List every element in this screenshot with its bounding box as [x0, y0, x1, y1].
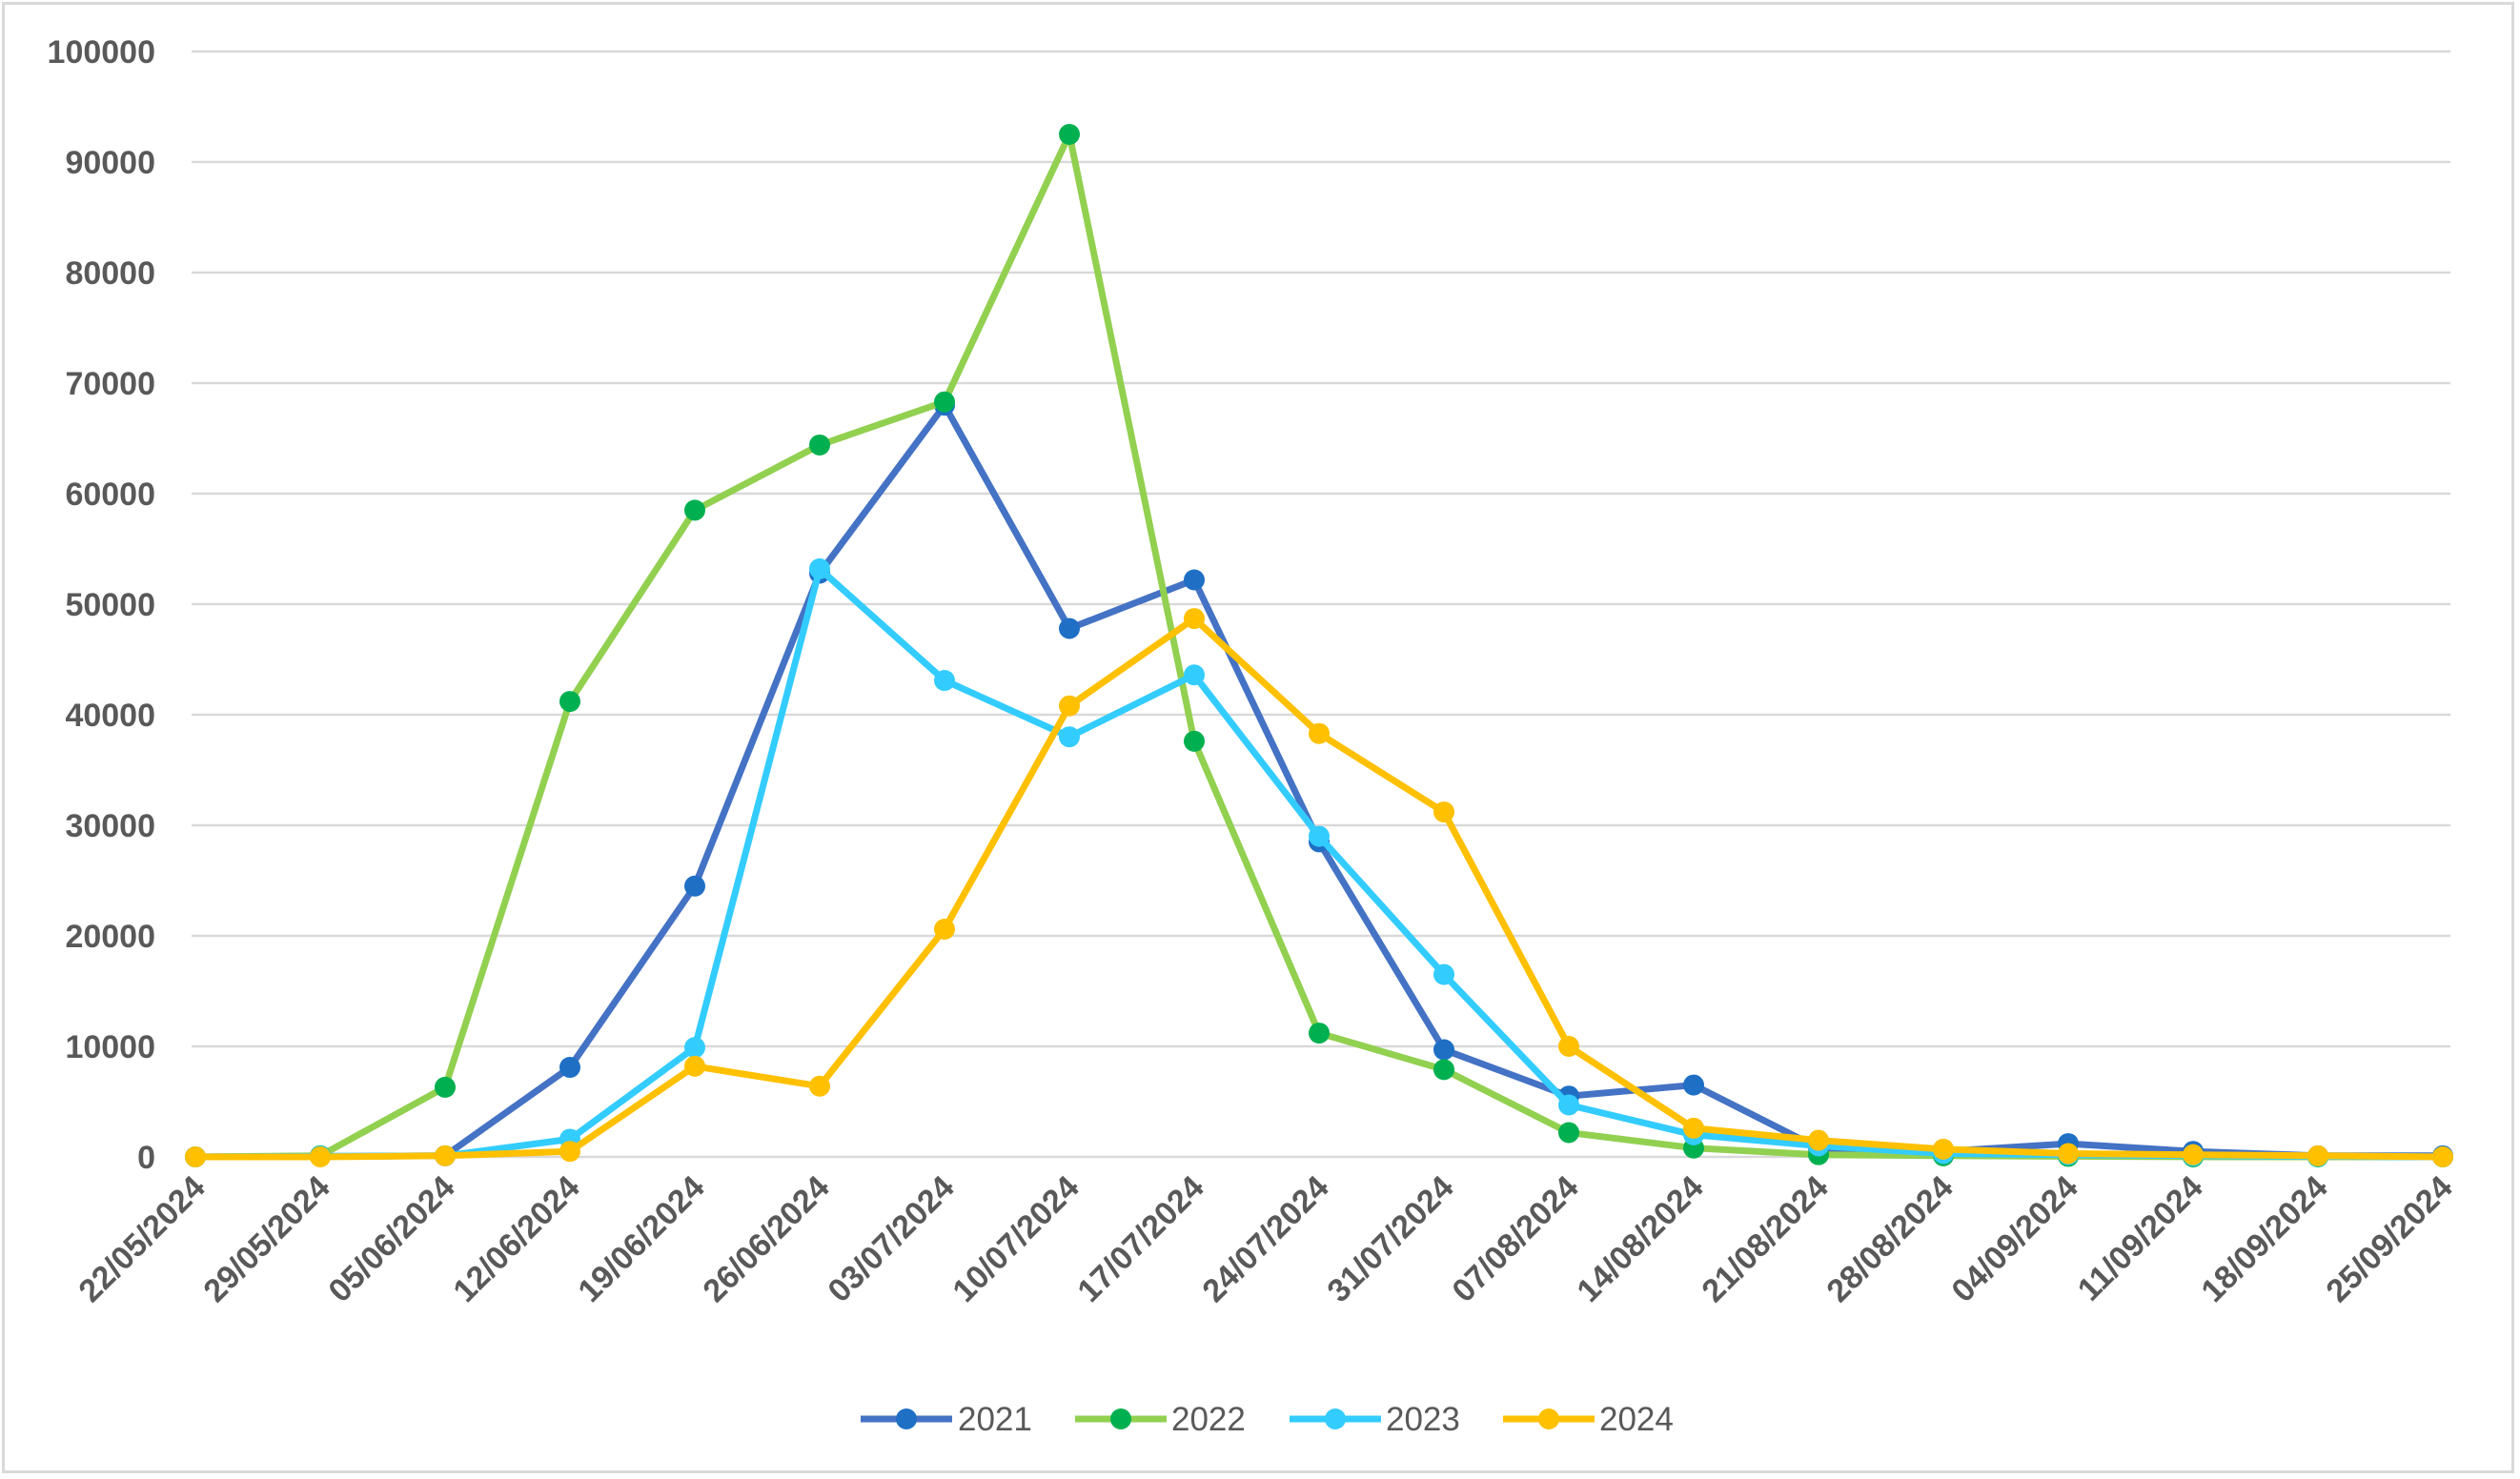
data-point-2021 — [559, 1057, 580, 1079]
y-tick-label: 50000 — [65, 587, 155, 623]
legend-item-2022: 2022 — [1075, 1401, 1246, 1438]
data-point-2024 — [1433, 801, 1454, 823]
legend-swatch-marker — [1538, 1408, 1559, 1429]
data-point-2024 — [2058, 1143, 2079, 1165]
y-tick-label: 70000 — [65, 366, 155, 402]
data-point-2024 — [1184, 608, 1205, 630]
x-tick-label: 29/05/2024 — [196, 1169, 336, 1309]
series-line-2024 — [192, 615, 2447, 1161]
data-point-2024 — [2183, 1144, 2204, 1165]
y-tick-label: 90000 — [65, 145, 155, 181]
data-point-2023 — [809, 557, 830, 579]
x-tick-label: 12/06/2024 — [446, 1169, 586, 1309]
data-point-2021 — [1433, 1039, 1454, 1061]
data-point-2024 — [934, 919, 955, 941]
y-tick-label: 40000 — [65, 698, 155, 734]
data-point-2024 — [809, 1075, 830, 1097]
data-point-2021 — [1059, 618, 1080, 639]
legend: 2021 2022 2023 2024 — [861, 1401, 1674, 1438]
data-point-2023 — [1184, 664, 1205, 686]
y-tick-label: 80000 — [65, 255, 155, 292]
data-point-2024 — [1059, 695, 1080, 717]
data-point-2024 — [1933, 1138, 1954, 1160]
data-point-2023 — [934, 670, 955, 692]
data-point-2021 — [1683, 1074, 1704, 1096]
y-tick-label: 100000 — [48, 34, 155, 71]
x-tick-label: 05/06/2024 — [321, 1169, 461, 1309]
data-point-2023 — [1059, 726, 1080, 748]
x-tick-label: 14/08/2024 — [1570, 1169, 1710, 1309]
data-point-2024 — [310, 1146, 331, 1167]
data-point-2024 — [1683, 1117, 1704, 1139]
line-chart: 0 10000 20000 30000 40000 50000 60000 70000 8000… — [48, 34, 2460, 1438]
x-tick-label: 11/09/2024 — [2071, 1169, 2210, 1308]
data-point-2022 — [934, 391, 955, 413]
data-point-2024 — [435, 1145, 456, 1166]
data-point-2023 — [1433, 963, 1454, 985]
data-point-2022 — [559, 691, 580, 713]
data-point-2024 — [684, 1055, 705, 1077]
legend-item-2021: 2021 — [861, 1401, 1032, 1438]
x-tick-label: 25/09/2024 — [2319, 1169, 2459, 1309]
data-point-2023 — [684, 1037, 705, 1059]
x-tick-label: 18/09/2024 — [2194, 1169, 2334, 1309]
data-point-2024 — [1808, 1129, 1829, 1151]
y-tick-label: 20000 — [65, 919, 155, 955]
series-line-2021 — [192, 401, 2447, 1161]
x-tick-label: 31/07/2024 — [1320, 1169, 1460, 1309]
x-tick-label: 28/08/2024 — [1819, 1169, 1960, 1309]
data-point-2021 — [684, 875, 705, 897]
x-tick-label: 24/07/2024 — [1195, 1169, 1335, 1309]
data-point-2021 — [1184, 569, 1205, 591]
data-point-2023 — [1558, 1094, 1579, 1116]
x-tick-label: 03/07/2024 — [821, 1169, 961, 1309]
x-tick-label: 22/05/2024 — [71, 1169, 212, 1309]
legend-item-2024: 2024 — [1503, 1401, 1674, 1438]
data-point-2024 — [185, 1146, 206, 1167]
x-tick-label: 04/09/2024 — [1944, 1169, 2084, 1309]
series-group — [185, 124, 2453, 1167]
x-tick-label: 07/08/2024 — [1445, 1169, 1585, 1309]
data-point-2022 — [435, 1076, 456, 1098]
legend-swatch-marker — [1110, 1408, 1131, 1429]
data-point-2024 — [2307, 1145, 2328, 1166]
legend-label: 2024 — [1599, 1401, 1674, 1438]
x-tick-label: 21/08/2024 — [1695, 1169, 1835, 1309]
y-tick-label: 30000 — [65, 808, 155, 844]
data-point-2022 — [1059, 124, 1080, 145]
x-tick-label: 19/06/2024 — [571, 1169, 711, 1309]
y-tick-label: 0 — [137, 1140, 155, 1176]
y-tick-label: 10000 — [65, 1029, 155, 1065]
legend-label: 2023 — [1386, 1401, 1460, 1438]
data-point-2023 — [1309, 825, 1330, 847]
data-point-2022 — [1558, 1122, 1579, 1144]
data-point-2024 — [2432, 1146, 2453, 1167]
data-point-2024 — [1309, 722, 1330, 744]
data-point-2024 — [559, 1141, 580, 1163]
data-point-2022 — [684, 499, 705, 521]
y-axis-ticks: 0 10000 20000 30000 40000 50000 60000 70000 8000… — [48, 34, 155, 1176]
x-tick-label: 10/07/2024 — [945, 1169, 1086, 1309]
series-line-2022 — [192, 131, 2447, 1161]
data-point-2022 — [1309, 1023, 1330, 1044]
data-point-2024 — [1558, 1036, 1579, 1057]
legend-swatch-marker — [1325, 1408, 1346, 1429]
data-point-2022 — [809, 434, 830, 456]
data-point-2022 — [1184, 730, 1205, 752]
legend-swatch-marker — [896, 1408, 917, 1429]
data-point-2022 — [1433, 1059, 1454, 1081]
y-tick-label: 60000 — [65, 476, 155, 513]
x-tick-label: 17/07/2024 — [1070, 1169, 1210, 1309]
gridlines — [192, 50, 2450, 1159]
legend-label: 2022 — [1171, 1401, 1246, 1438]
legend-label: 2021 — [958, 1401, 1032, 1438]
series-line-2023 — [192, 565, 2447, 1161]
x-axis-ticks: 22/05/202429/05/202405/06/202412/06/2024… — [71, 1169, 2459, 1309]
legend-item-2023: 2023 — [1290, 1401, 1460, 1438]
x-tick-label: 26/06/2024 — [696, 1169, 836, 1309]
